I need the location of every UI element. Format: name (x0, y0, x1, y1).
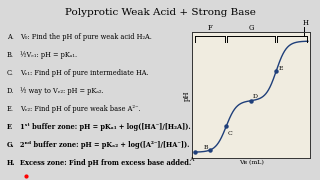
Text: E: E (278, 66, 283, 71)
Text: H: H (303, 19, 309, 27)
Text: A.: A. (7, 33, 13, 41)
Text: 2ⁿᵈ buffer zone: pH = pKₐ₂ + log([A²⁻]/[HA⁻]).: 2ⁿᵈ buffer zone: pH = pKₐ₂ + log([A²⁻]/[… (20, 141, 189, 149)
Y-axis label: pH: pH (183, 90, 191, 101)
Text: ½Vₑ₁: pH = pKₐ₁.: ½Vₑ₁: pH = pKₐ₁. (20, 51, 77, 59)
Text: Vₑ₂: Find pH of pure weak base A²⁻.: Vₑ₂: Find pH of pure weak base A²⁻. (20, 105, 140, 113)
Text: E.: E. (7, 105, 14, 113)
Text: Polyprotic Weak Acid + Strong Base: Polyprotic Weak Acid + Strong Base (65, 8, 255, 17)
Text: H.: H. (7, 159, 15, 167)
Text: C.: C. (7, 69, 13, 77)
Text: G: G (248, 24, 254, 32)
Text: Excess zone: Find pH from excess base added.: Excess zone: Find pH from excess base ad… (20, 159, 191, 167)
Text: 1ˢᵗ buffer zone: pH = pKₐ₁ + log([HA⁻]/[H₂A]).: 1ˢᵗ buffer zone: pH = pKₐ₁ + log([HA⁻]/[… (20, 123, 191, 131)
Text: G.: G. (7, 141, 14, 149)
Text: D: D (252, 94, 257, 99)
Text: F.: F. (7, 123, 13, 131)
Text: ½ way to Vₑ₂: pH = pKₐ₂.: ½ way to Vₑ₂: pH = pKₐ₂. (20, 87, 104, 95)
Text: B.: B. (7, 51, 14, 59)
Text: D.: D. (7, 87, 14, 95)
Text: C: C (227, 131, 232, 136)
Text: Vₑ₁: Find pH of pure intermediate HA.: Vₑ₁: Find pH of pure intermediate HA. (20, 69, 148, 77)
Text: V₀: Find the pH of pure weak acid H₂A.: V₀: Find the pH of pure weak acid H₂A. (20, 33, 152, 41)
X-axis label: Vʙ (mL): Vʙ (mL) (239, 160, 264, 165)
Text: F: F (208, 24, 212, 32)
Text: A: A (189, 157, 194, 162)
Text: B: B (204, 145, 208, 150)
